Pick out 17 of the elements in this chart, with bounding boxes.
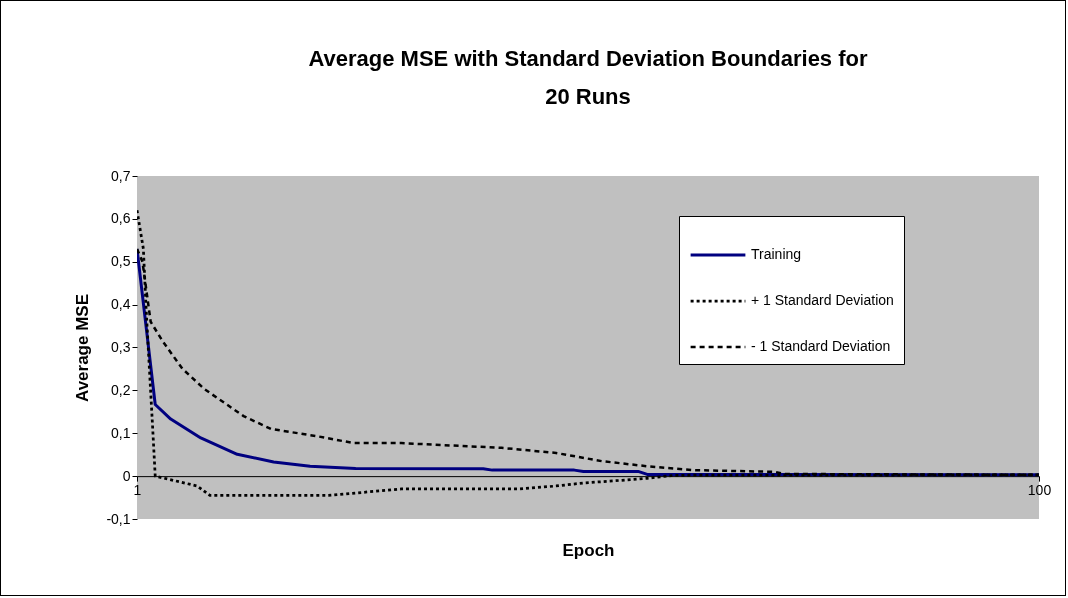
y-axis-title: Average MSE	[73, 293, 93, 403]
legend-label: Training	[751, 246, 802, 262]
x-tick-label: 1	[133, 481, 142, 498]
y-tick-label: -0,1	[106, 510, 131, 527]
y-tick-label: 0,1	[111, 424, 131, 441]
y-tick-label: 0,2	[111, 381, 131, 398]
y-tick-label: 0,6	[111, 210, 131, 227]
y-tick-label: 0,7	[111, 167, 131, 184]
x-tick-label: 100	[1027, 481, 1052, 498]
chart-title: Average MSE with Standard Deviation Boundaries for 20 Runs	[308, 46, 868, 109]
legend-label: - 1 Standard Deviation	[751, 338, 891, 354]
x-axis-title: Epoch	[562, 540, 615, 560]
y-tick-label: 0,3	[111, 339, 131, 355]
y-tick-label: 0,4	[111, 296, 131, 313]
legend-label: + 1 Standard Deviation	[751, 292, 894, 308]
y-tick-label: 0,5	[111, 253, 131, 270]
y-tick-label: 0	[122, 467, 131, 484]
